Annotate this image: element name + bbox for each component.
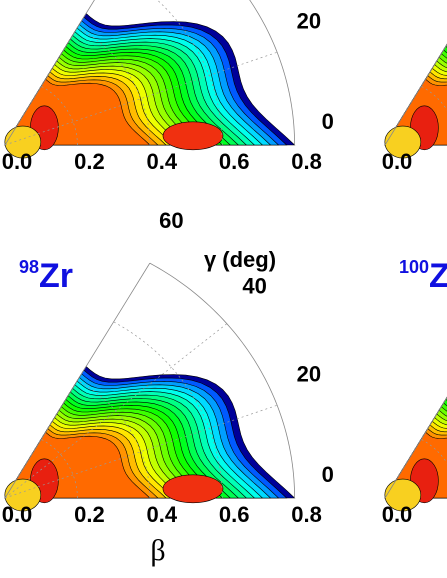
x-tick-label: 0.0 bbox=[382, 149, 413, 174]
panel: 0.0 0.2 0.4 0.6 0.80 20 40 60 γ (deg) β 98Zr bbox=[2, 208, 334, 567]
y-tick-label: 20 bbox=[297, 362, 321, 387]
frame-edge bbox=[384, 43, 447, 146]
frame-edge bbox=[4, 262, 151, 499]
mass-number: 98 bbox=[19, 257, 39, 277]
contour-blob bbox=[384, 478, 422, 512]
y-axis-label: γ (deg) bbox=[204, 247, 276, 272]
y-tick-label: 20 bbox=[297, 9, 321, 34]
contour-blob bbox=[4, 478, 42, 512]
x-tick-label: 0.6 bbox=[219, 502, 250, 527]
grid-line bbox=[4, 323, 228, 499]
panel: 0.00.2100Zr bbox=[382, 257, 447, 527]
y-tick-label: 0 bbox=[322, 462, 334, 487]
nucleus-label: 98Zr bbox=[19, 257, 73, 295]
x-tick-label: 0.0 bbox=[2, 502, 33, 527]
grid-arc bbox=[113, 321, 223, 499]
element-symbol: Zr bbox=[429, 257, 447, 295]
y-tick-label: 40 bbox=[242, 274, 266, 299]
panel: 0.0 0.2 0.4 0.6 0.80 20 bbox=[2, 0, 334, 174]
x-tick-label: 0.2 bbox=[74, 502, 105, 527]
frame-edge bbox=[4, 0, 95, 146]
y-tick-label: 0 bbox=[322, 109, 334, 134]
x-tick-label: 0.0 bbox=[382, 502, 413, 527]
mass-number: 100 bbox=[399, 257, 429, 277]
x-axis-label: β bbox=[150, 534, 165, 567]
x-tick-label: 0.8 bbox=[291, 149, 322, 174]
grid-arc bbox=[421, 438, 447, 464]
contour-blob bbox=[162, 121, 224, 151]
contour-blob bbox=[4, 125, 42, 159]
grid-arc bbox=[421, 85, 447, 111]
frame-arc bbox=[249, 0, 295, 146]
grid-arc bbox=[41, 85, 78, 146]
grid-arc bbox=[156, 0, 223, 146]
grid-arc bbox=[77, 380, 151, 499]
panel: 0.00.2 bbox=[382, 43, 447, 174]
x-tick-label: 0.4 bbox=[147, 502, 178, 527]
x-tick-label: 0.4 bbox=[147, 149, 178, 174]
element-symbol: Zr bbox=[39, 257, 73, 295]
x-tick-label: 0.6 bbox=[219, 149, 250, 174]
x-tick-label: 0.2 bbox=[74, 149, 105, 174]
y-tick-label: 60 bbox=[159, 208, 183, 233]
frame-arc bbox=[149, 262, 295, 499]
nucleus-label: 100Zr bbox=[399, 257, 447, 295]
frame-edge bbox=[384, 396, 447, 499]
contour-blob bbox=[384, 125, 422, 159]
x-tick-label: 0.0 bbox=[2, 149, 33, 174]
x-tick-label: 0.8 bbox=[291, 502, 322, 527]
grid-arc bbox=[41, 438, 78, 499]
contour-blob bbox=[162, 474, 224, 504]
grid-arc bbox=[77, 27, 151, 146]
